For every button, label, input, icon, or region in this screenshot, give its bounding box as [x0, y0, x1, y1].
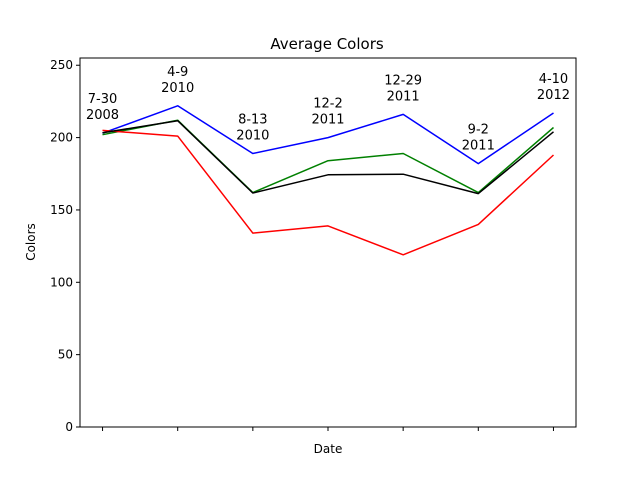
annotation-date: 4-10: [539, 72, 569, 87]
plot-frame: [79, 57, 577, 428]
annotation-year: 2012: [537, 88, 570, 103]
y-tick-label: 200: [50, 131, 73, 145]
annotation-year: 2008: [86, 108, 119, 123]
date-annotation: 12-2 2011: [311, 97, 344, 128]
y-tick-label: 50: [58, 348, 73, 362]
annotation-date: 9-2: [468, 123, 489, 138]
chart-title: Average Colors: [270, 35, 384, 53]
annotation-date: 8-13: [238, 113, 268, 128]
annotation-year: 2010: [236, 129, 269, 144]
annotation-date: 12-29: [384, 73, 422, 88]
annotation-date: 12-2: [313, 97, 343, 112]
y-tick-label: 0: [65, 420, 73, 434]
annotation-date: 4-9: [167, 65, 188, 80]
y-tick-label: 100: [50, 275, 73, 289]
date-annotation: 8-13 2010: [236, 113, 269, 144]
date-annotation: 4-10 2012: [537, 72, 570, 103]
series-line-0: [102, 105, 554, 165]
y-tick-label: 250: [50, 58, 73, 72]
annotation-year: 2011: [387, 89, 420, 104]
date-annotation: 9-2 2011: [462, 123, 495, 154]
annotation-year: 2011: [462, 139, 495, 154]
x-axis-label: Date: [314, 442, 343, 456]
annotation-date: 7-30: [88, 92, 118, 107]
date-annotation: 7-30 2008: [86, 92, 119, 123]
date-annotation: 12-29 2011: [384, 73, 422, 104]
y-ticks: 0 50 100 150 200 250: [50, 58, 80, 434]
y-axis-label: Colors: [24, 223, 38, 261]
date-annotation: 4-9 2010: [161, 65, 194, 96]
x-ticks: [102, 427, 554, 431]
series-line-3: [102, 119, 554, 195]
series-line-2: [102, 129, 555, 256]
series-layer: [102, 105, 555, 256]
y-tick-label: 150: [50, 203, 73, 217]
annotation-year: 2011: [311, 113, 344, 128]
annotation-year: 2010: [161, 81, 194, 96]
